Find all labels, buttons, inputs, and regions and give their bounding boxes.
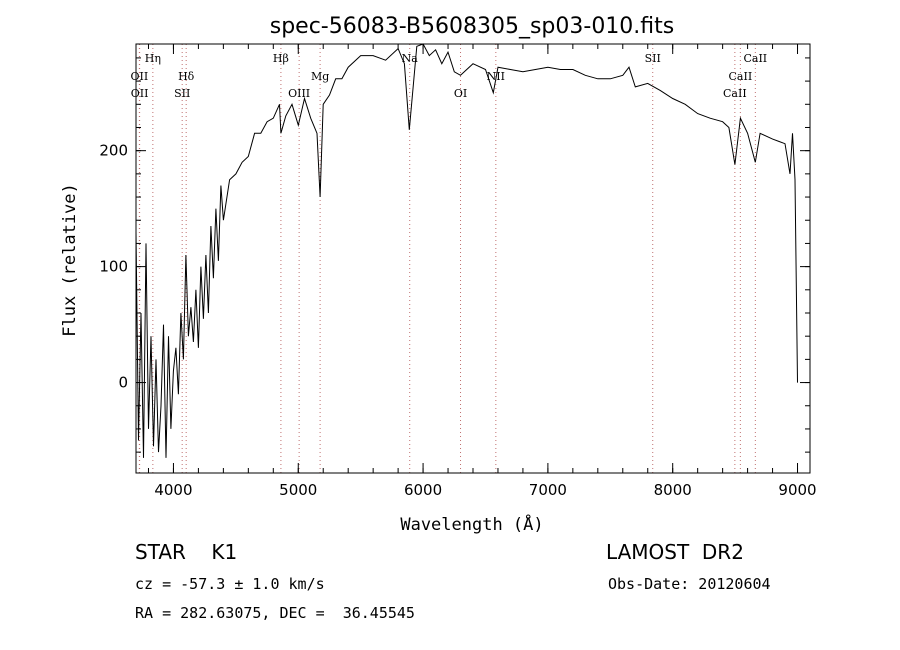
axis-ticks: 4000 5000 6000 7000 8000 9000 0 100 200 [99, 44, 817, 499]
y-axis-label: Flux (relative) [60, 183, 80, 337]
plot-frame [135, 43, 811, 474]
classification-text: STAR K1 [135, 540, 238, 564]
line-marker-label: SII [645, 52, 661, 65]
line-marker-label: CaII [743, 52, 767, 65]
y-tick-label: 100 [99, 258, 128, 276]
flux-series-line [135, 43, 798, 458]
x-axis-label: Wavelength (Å) [400, 513, 543, 535]
x-tick-label: 5000 [279, 481, 317, 499]
survey-text: LAMOST DR2 [606, 540, 744, 564]
y-tick-label: 0 [118, 374, 128, 392]
x-tick-label: 9000 [778, 481, 816, 499]
coordinates-text: RA = 282.63075, DEC = 36.45545 [135, 604, 415, 622]
line-marker-label: CaII [723, 87, 747, 100]
line-marker-label: CaII [729, 70, 753, 83]
x-tick-label: 4000 [154, 481, 192, 499]
chart-title: spec-56083-B5608305_sp03-010.fits [270, 14, 675, 39]
obs-date-text: Obs-Date: 20120604 [608, 575, 771, 593]
line-marker-label: SII [174, 87, 190, 100]
x-tick-label: 7000 [529, 481, 567, 499]
line-marker-label: Hδ [178, 70, 195, 83]
line-marker-label: OIII [288, 87, 310, 100]
line-marker-label: OII [131, 87, 149, 100]
y-tick-label: 200 [99, 142, 128, 160]
spectrum-chart: spec-56083-B5608305_sp03-010.fits Hη OII O… [60, 14, 817, 535]
line-marker-label: Hη [145, 52, 161, 65]
line-marker-label: Mg [311, 70, 329, 83]
line-marker-label: OI [454, 87, 467, 100]
redshift-text: cz = -57.3 ± 1.0 km/s [135, 575, 325, 593]
x-tick-label: 6000 [404, 481, 442, 499]
x-tick-label: 8000 [654, 481, 692, 499]
line-marker-label: Na [402, 52, 419, 65]
line-marker-label: Hβ [273, 52, 289, 65]
